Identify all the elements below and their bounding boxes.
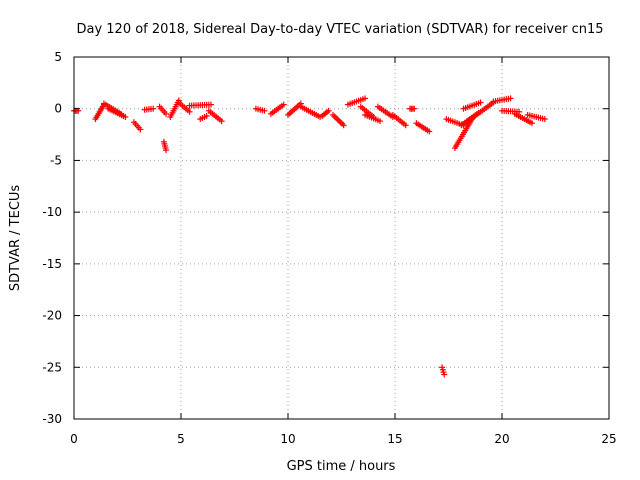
y-tick-label: -30 [42, 412, 62, 426]
data-point [377, 118, 384, 125]
data-point [441, 371, 448, 378]
data-point [207, 101, 214, 108]
x-tick-label: 15 [387, 432, 402, 446]
data-point [261, 107, 268, 114]
data-point [411, 105, 418, 112]
y-tick-label: -20 [42, 309, 62, 323]
data-point [186, 108, 193, 115]
data-point [163, 147, 170, 154]
data-point [507, 95, 514, 102]
chart-title: Day 120 of 2018, Sidereal Day-to-day VTE… [76, 22, 603, 37]
y-tick-label: -5 [50, 153, 62, 167]
x-tick-labels: 0 5 10 15 20 25 [70, 432, 616, 446]
y-tick-label: -25 [42, 360, 62, 374]
data-point [528, 120, 535, 127]
data-points [71, 95, 548, 378]
data-point [477, 99, 484, 106]
y-axis-label: SDTVAR / TECUs [8, 185, 23, 292]
data-point [137, 126, 144, 133]
data-point [163, 110, 170, 117]
x-tick-label: 0 [70, 432, 78, 446]
data-point [150, 105, 157, 112]
x-tick-label: 20 [494, 432, 509, 446]
data-point [541, 116, 548, 123]
y-tick-labels: 5 0 -5 -10 -15 -20 -25 -30 [42, 50, 62, 426]
plot-frame [73, 56, 610, 420]
y-tick-label: 0 [54, 102, 62, 116]
data-point [203, 112, 210, 119]
data-point [426, 128, 433, 135]
data-point [340, 122, 347, 129]
data-point [402, 122, 409, 129]
data-point [325, 107, 332, 114]
y-tick-label: -15 [42, 257, 62, 271]
data-point [122, 113, 129, 120]
y-tick-label: -10 [42, 205, 62, 219]
x-tick-label: 25 [601, 432, 616, 446]
data-point [280, 101, 287, 108]
x-tick-label: 5 [177, 432, 185, 446]
x-tick-label: 10 [280, 432, 295, 446]
axis-ticks [73, 56, 610, 420]
x-axis-label: GPS time / hours [287, 459, 396, 474]
gridlines [74, 57, 609, 419]
data-point [218, 118, 225, 125]
data-point [362, 95, 369, 102]
y-tick-label: 5 [54, 50, 62, 64]
